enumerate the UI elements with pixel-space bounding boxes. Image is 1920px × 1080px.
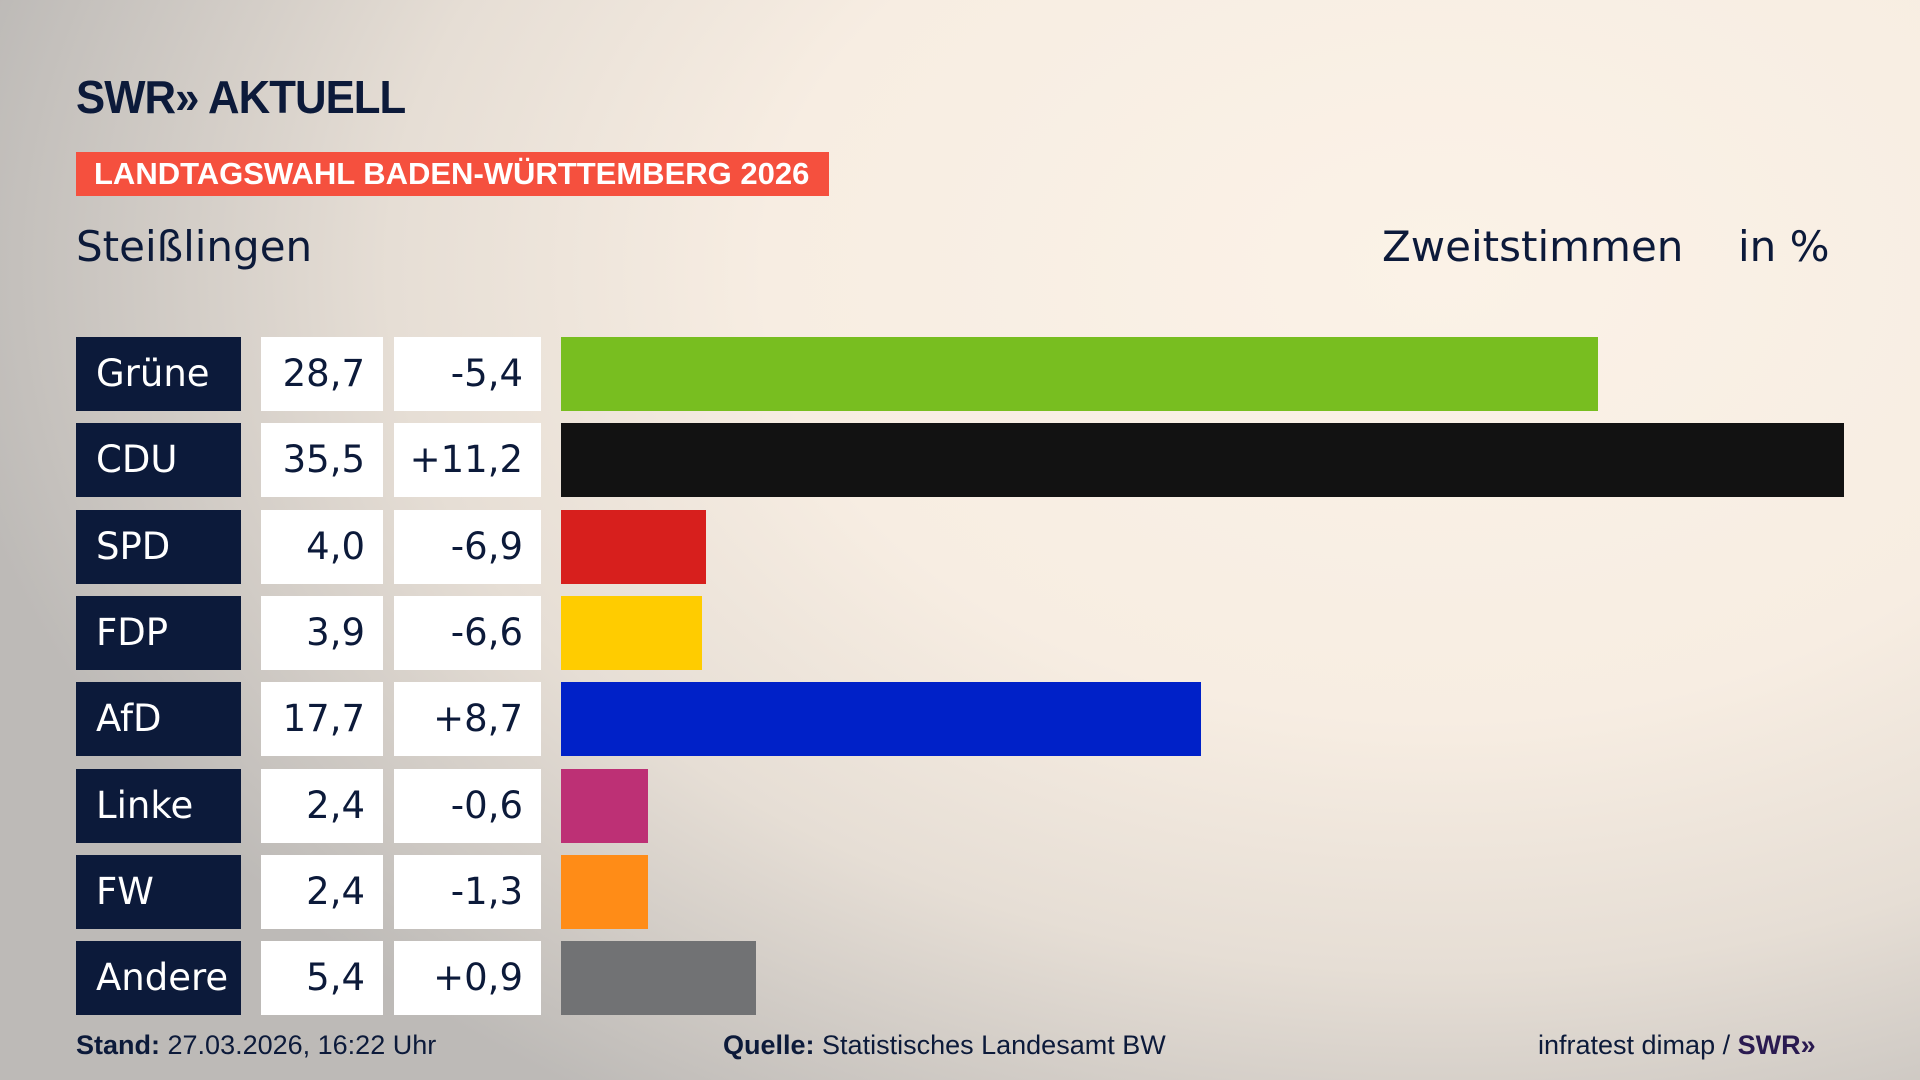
party-label: FW <box>76 854 241 929</box>
source-value: Statistisches Landesamt BW <box>822 1030 1166 1060</box>
diff-label: -6,6 <box>394 595 541 670</box>
bar <box>561 595 702 670</box>
election-banner: LANDTAGSWAHL BADEN-WÜRTTEMBERG 2026 <box>76 152 829 196</box>
bar-row: Andere 5,4 +0,9 <box>76 941 1856 1016</box>
value-label: 2,4 <box>261 768 383 843</box>
diff-label: -0,6 <box>394 768 541 843</box>
diff-label: -6,9 <box>394 509 541 584</box>
bar <box>561 768 648 843</box>
value-label: 2,4 <box>261 854 383 929</box>
bar <box>561 941 757 1016</box>
place-title: Steißlingen <box>76 222 313 271</box>
value-label: 5,4 <box>261 941 383 1016</box>
value-label: 4,0 <box>261 509 383 584</box>
credit-text: infratest dimap / <box>1538 1030 1731 1060</box>
bar-row: Grüne 28,7 -5,4 <box>76 337 1856 411</box>
diff-label: +11,2 <box>394 423 541 498</box>
swr-logo: SWR» <box>1737 1030 1816 1060</box>
value-label: 35,5 <box>261 423 383 498</box>
source-info: Quelle: Statistisches Landesamt BW <box>723 1030 1166 1061</box>
bar <box>561 682 1201 757</box>
bar-row: FW 2,4 -1,3 <box>76 854 1856 929</box>
stand-info: Stand: 27.03.2026, 16:22 Uhr <box>76 1030 436 1061</box>
source-label: Quelle: <box>723 1030 815 1060</box>
unit-label: in % <box>1738 222 1830 271</box>
swr-aktuell-logo: SWR» AKTUELL <box>76 71 406 123</box>
bar <box>561 509 706 584</box>
bar <box>561 423 1844 498</box>
value-label: 3,9 <box>261 595 383 670</box>
bar-row: CDU 35,5 +11,2 <box>76 423 1856 498</box>
bar-row: Linke 2,4 -0,6 <box>76 768 1856 843</box>
stand-value: 27.03.2026, 16:22 Uhr <box>167 1030 437 1060</box>
value-label: 17,7 <box>261 682 383 757</box>
stand-label: Stand: <box>76 1030 160 1060</box>
diff-label: -1,3 <box>394 854 541 929</box>
bar <box>561 337 1599 411</box>
party-label: FDP <box>76 595 241 670</box>
diff-label: -5,4 <box>394 337 541 411</box>
bar <box>561 854 648 929</box>
bar-row: SPD 4,0 -6,9 <box>76 509 1856 584</box>
party-label: AfD <box>76 682 241 757</box>
party-label: SPD <box>76 509 241 584</box>
value-label: 28,7 <box>261 337 383 411</box>
bar-row: FDP 3,9 -6,6 <box>76 595 1856 670</box>
party-label: Grüne <box>76 337 241 411</box>
diff-label: +0,9 <box>394 941 541 1016</box>
metric-label: Zweitstimmen <box>1382 222 1684 271</box>
party-label: Linke <box>76 768 241 843</box>
diff-label: +8,7 <box>394 682 541 757</box>
party-label: Andere <box>76 941 241 1016</box>
bar-row: AfD 17,7 +8,7 <box>76 682 1856 757</box>
party-label: CDU <box>76 423 241 498</box>
credit-info: infratest dimap / SWR» <box>1538 1030 1816 1061</box>
